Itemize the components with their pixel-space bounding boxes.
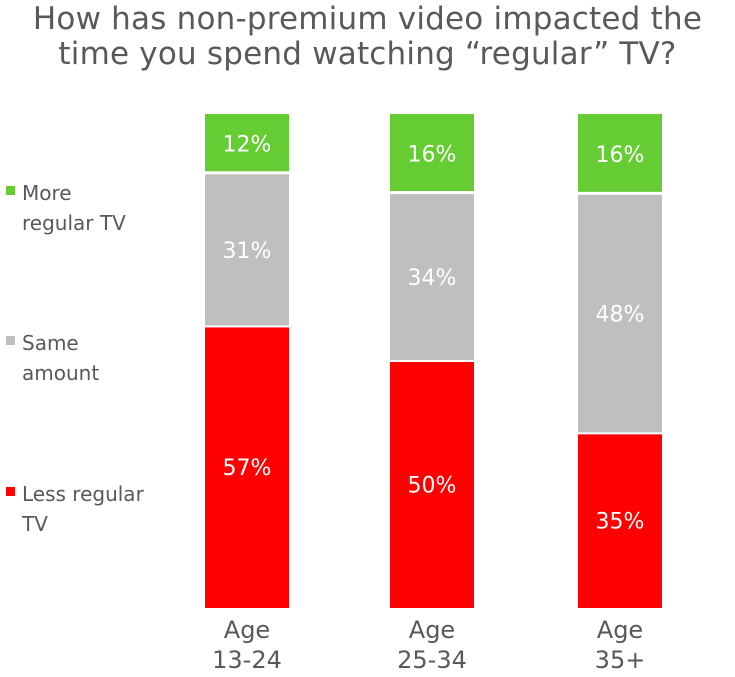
bar-segment — [390, 114, 474, 192]
chart-title-line-2: time you spend watching “regular” TV? — [58, 36, 677, 72]
legend-label-less: Less regular TV — [22, 482, 144, 536]
bar-segment — [205, 174, 289, 326]
category-label: Age — [224, 616, 270, 644]
legend-swatch-same — [6, 336, 15, 345]
category-label: Age — [597, 616, 643, 644]
data-label: 57% — [223, 456, 272, 481]
chart-title-line-1: How has non-premium video impacted the — [32, 1, 703, 37]
chart-title: How has non-premium video impacted the t… — [0, 2, 735, 72]
data-label: 48% — [596, 303, 645, 328]
data-label: 34% — [408, 266, 457, 291]
legend-label-same: Same amount — [22, 331, 100, 385]
legend-swatch-more — [6, 186, 15, 195]
category-label: 13-24 — [212, 646, 282, 674]
category-label: Age — [409, 616, 455, 644]
data-label: 16% — [408, 143, 457, 168]
bar-segment — [578, 434, 662, 608]
bar-segment — [578, 114, 662, 192]
category-label: 35+ — [595, 646, 646, 674]
bar-segment — [205, 114, 289, 172]
bar-segment — [205, 327, 289, 608]
data-label: 50% — [408, 474, 457, 499]
data-label: 31% — [223, 239, 272, 264]
data-label: 12% — [223, 133, 272, 158]
bar-segment — [390, 194, 474, 360]
data-label: 35% — [596, 510, 645, 535]
bar-segment — [578, 194, 662, 433]
legend-label-more: More regular TV — [22, 181, 126, 235]
bar-segment — [390, 362, 474, 608]
data-label: 16% — [596, 143, 645, 168]
legend-swatch-less — [6, 487, 15, 496]
category-label: 25-34 — [397, 646, 467, 674]
